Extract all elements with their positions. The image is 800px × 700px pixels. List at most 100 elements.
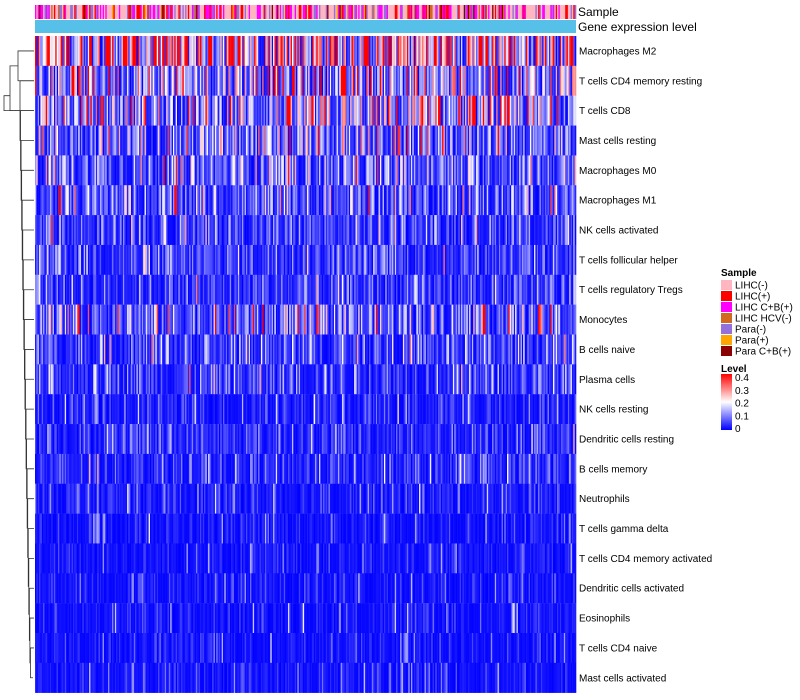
sample-annotation-cell	[57, 5, 60, 19]
sample-annotation-cell	[492, 5, 494, 19]
sample-annotation-cell	[570, 5, 573, 19]
sample-annotation-cell	[273, 5, 275, 19]
sample-annotation-cell	[233, 5, 236, 19]
sample-annotation-cell	[436, 5, 439, 19]
sample-annotation-cell	[488, 5, 490, 19]
sample-annotation-cell	[423, 5, 425, 19]
sample-annotation-cell	[252, 5, 255, 19]
sample-annotation-cell	[344, 5, 347, 19]
sample-annotation-cell	[297, 5, 300, 19]
sample-annotation-cell	[198, 5, 201, 19]
row-label: T cells regulatory Tregs	[579, 285, 683, 296]
sample-annotation-cell	[145, 5, 148, 19]
sample-annotation-cell	[89, 5, 91, 19]
sample-annotation-cell	[189, 5, 191, 19]
sample-annotation-cell	[471, 5, 474, 19]
sample-annotation-cell	[139, 5, 141, 19]
sample-annotation-cell	[181, 5, 183, 19]
sample-annotation-cell	[546, 5, 548, 19]
sample-annotation-cell	[105, 5, 107, 19]
sample-annotation-cell	[64, 5, 67, 19]
sample-annotation-cell	[76, 5, 79, 19]
sample-annotation-cell	[151, 5, 153, 19]
sample-annotation-cell	[574, 5, 577, 19]
sample-annotation-cell	[462, 5, 465, 19]
sample-annotation-cell	[352, 5, 355, 19]
sample-annotation-cell	[452, 5, 455, 19]
sample-annotation-cell	[413, 5, 416, 19]
row-label: T cells gamma delta	[579, 524, 669, 535]
sample-annotation-cell	[421, 5, 424, 19]
heatmap-row	[35, 633, 577, 664]
sample-annotation-cell	[424, 5, 427, 19]
sample-annotation-cell	[370, 5, 373, 19]
sample-annotation-cell	[45, 5, 48, 19]
sample-annotation-cell	[377, 5, 379, 19]
sample-annotation-cell	[178, 5, 181, 19]
row-label: Mast cells resting	[579, 136, 656, 147]
sample-annotation-cell	[524, 5, 527, 19]
sample-annotation-cell	[227, 5, 229, 19]
sample-annotation-cell	[547, 5, 550, 19]
sample-annotation-cell	[97, 5, 99, 19]
sample-annotation-cell	[118, 5, 121, 19]
sample-annotation-cell	[484, 5, 486, 19]
sample-annotation-cell	[369, 5, 371, 19]
sample-annotation-cell	[136, 5, 139, 19]
sample-annotation-cell	[275, 5, 278, 19]
sample-annotation-cell	[525, 5, 528, 19]
sample-annotation-cell	[446, 5, 448, 19]
sample-annotation-cell	[270, 5, 272, 19]
sample-annotation-cell	[363, 5, 366, 19]
sample-annotation-cell	[172, 5, 175, 19]
sample-annotation-cell	[550, 5, 552, 19]
sample-annotation-cell	[291, 5, 294, 19]
sample-annotation-cell	[274, 5, 277, 19]
row-label: NK cells activated	[579, 226, 658, 237]
sample-legend-label: Para(+)	[735, 336, 769, 347]
sample-annotation-cell	[511, 5, 513, 19]
sample-annotation-cell	[340, 5, 343, 19]
sample-annotation-cell	[71, 5, 74, 19]
sample-annotation-cell	[378, 5, 381, 19]
sample-annotation-cell	[67, 5, 70, 19]
sample-annotation-cell	[133, 5, 136, 19]
sample-annotation-cell	[79, 5, 82, 19]
level-color-bar	[721, 374, 732, 430]
sample-annotation-cell	[383, 5, 386, 19]
sample-annotation-cell	[103, 5, 106, 19]
sample-annotation-cell	[485, 5, 488, 19]
sample-annotation-cell	[397, 5, 400, 19]
sample-annotation-cell	[254, 5, 256, 19]
sample-annotation-cell	[302, 5, 305, 19]
sample-annotation-cell	[324, 5, 327, 19]
sample-annotation-cell	[551, 5, 554, 19]
heatmap-row	[35, 185, 577, 216]
sample-annotation-cell	[224, 5, 226, 19]
sample-annotation-cell	[256, 5, 259, 19]
sample-annotation-cell	[121, 5, 124, 19]
sample-annotation-cell	[237, 5, 240, 19]
row-label: B cells naive	[579, 345, 636, 356]
sample-annotation-cell	[99, 5, 102, 19]
sample-annotation-cell	[247, 5, 249, 19]
sample-annotation-cell	[282, 5, 285, 19]
sample-annotation-cell	[314, 5, 317, 19]
sample-annotation-cell	[241, 5, 244, 19]
sample-annotation-cell	[163, 5, 166, 19]
sample-annotation-cell	[214, 5, 217, 19]
sample-annotation-cell	[117, 5, 120, 19]
sample-annotation-cell	[563, 5, 566, 19]
annotation-label: Gene expression level	[578, 20, 697, 34]
level-legend-tick: 0	[735, 424, 741, 435]
sample-annotation-cell	[167, 5, 170, 19]
sample-annotation-cell	[126, 5, 129, 19]
sample-annotation-cell	[540, 5, 543, 19]
sample-annotation-cell	[223, 5, 225, 19]
heatmap-row	[35, 453, 577, 484]
sample-annotation-cell	[392, 5, 394, 19]
sample-annotation-cell	[337, 5, 340, 19]
sample-annotation-cell	[505, 5, 508, 19]
sample-annotation-cell	[62, 5, 64, 19]
